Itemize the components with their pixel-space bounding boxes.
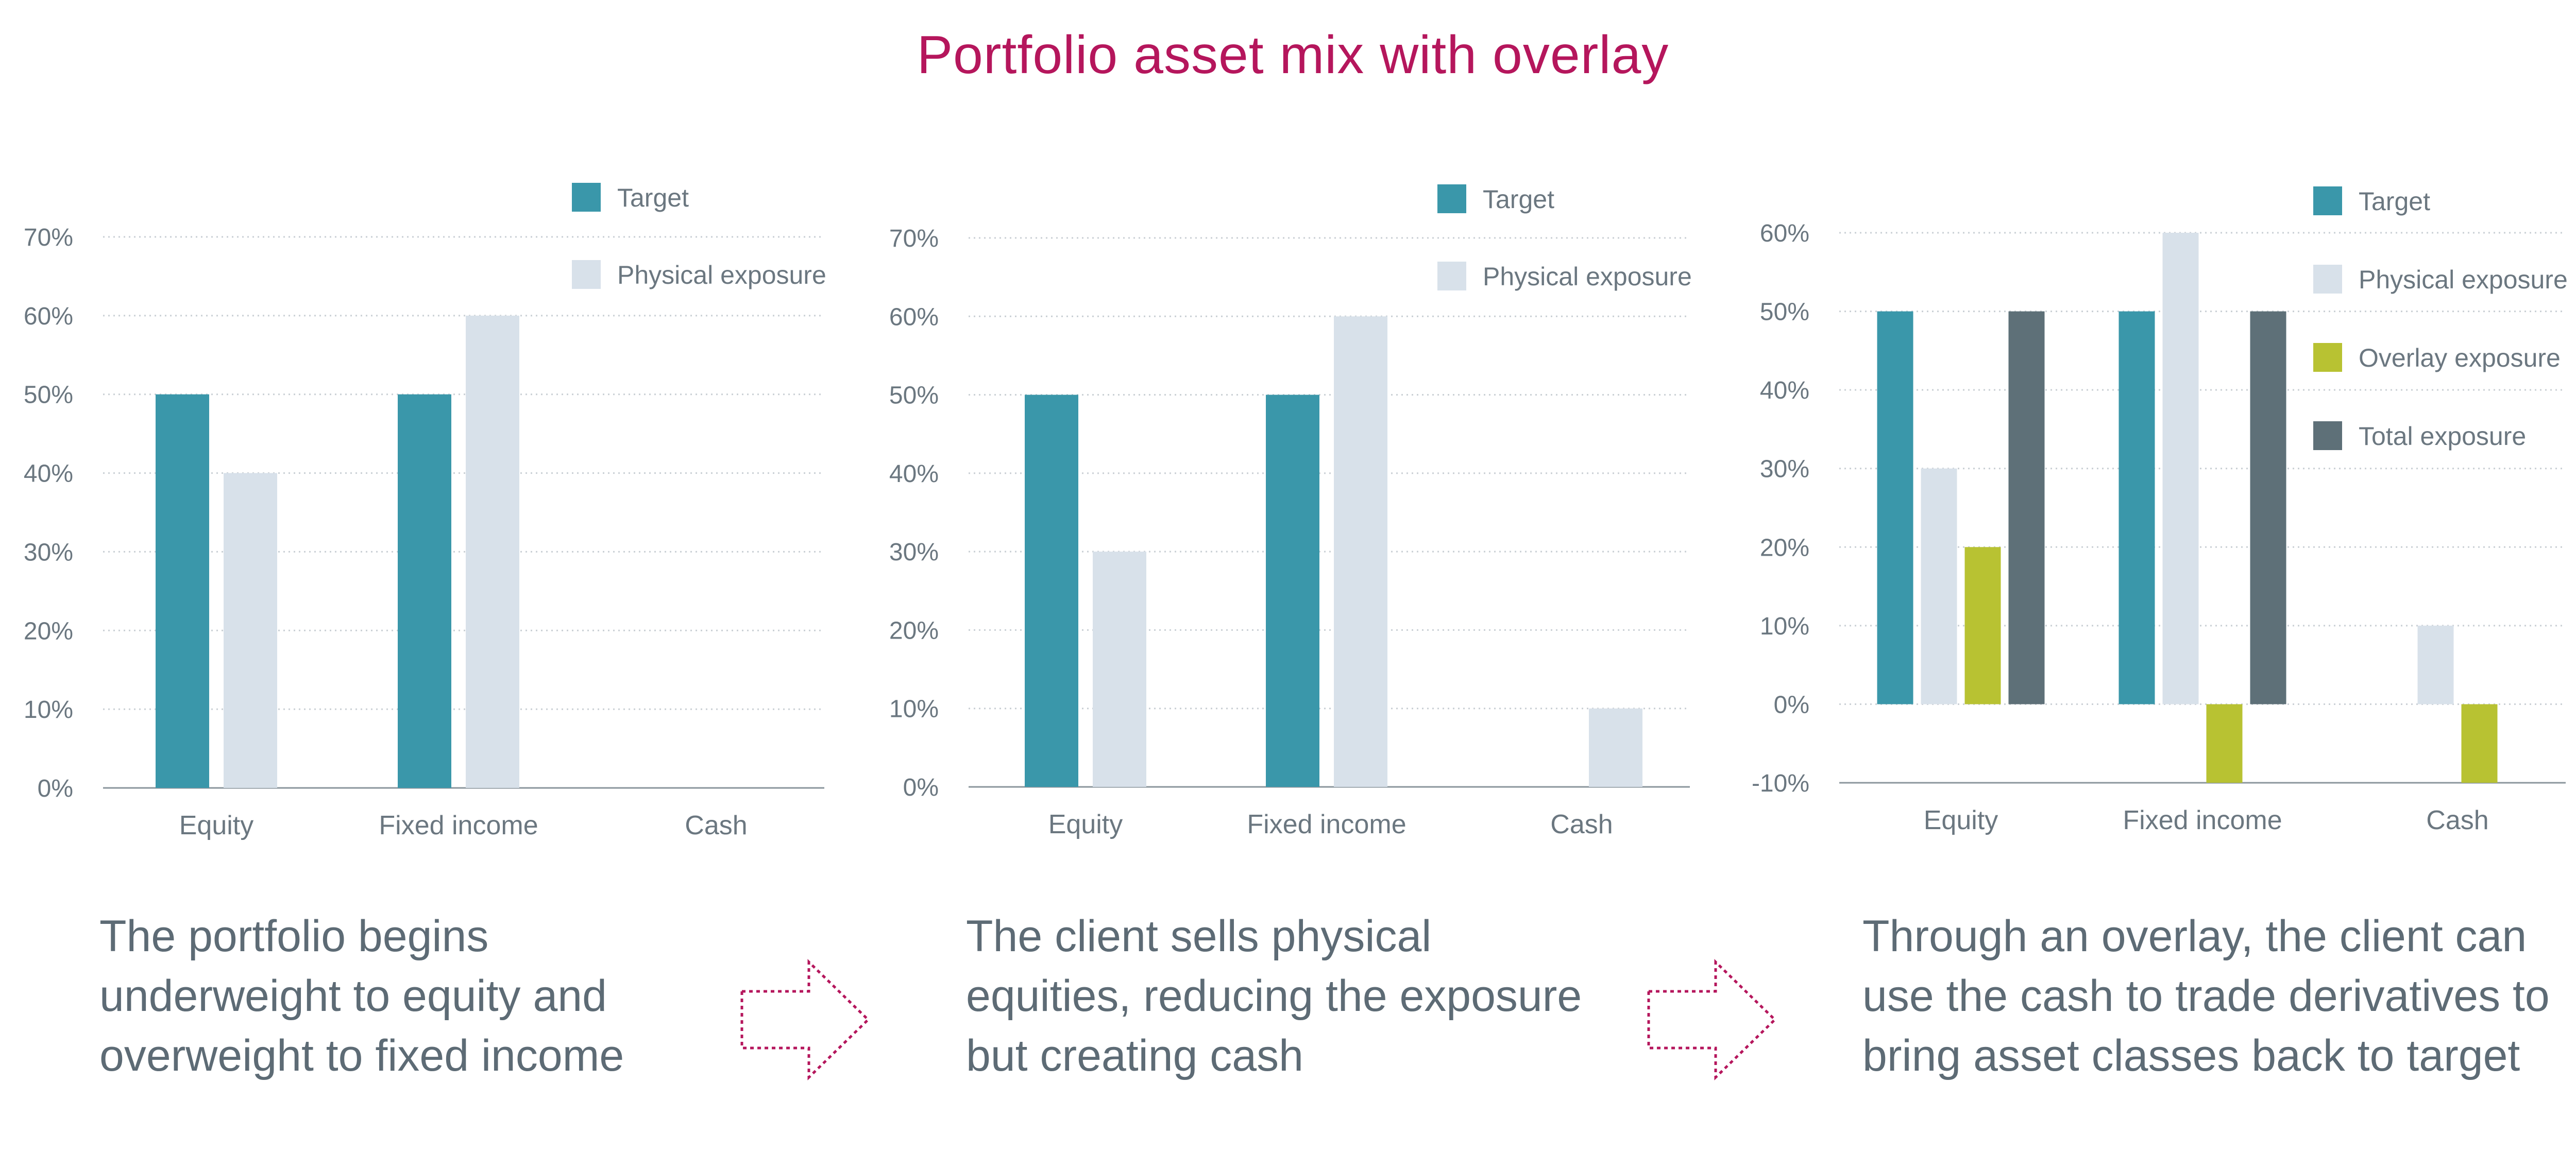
bar-physical-exposure-fixed-income bbox=[466, 315, 519, 788]
y-tick-label: 70% bbox=[889, 225, 939, 252]
x-category-label: Fixed income bbox=[1247, 810, 1406, 839]
y-tick-label: 0% bbox=[903, 774, 939, 801]
legend-swatch bbox=[1437, 262, 1466, 290]
y-tick-label: 50% bbox=[24, 382, 73, 409]
y-tick-label: 40% bbox=[889, 460, 939, 488]
bar-target-fixed-income bbox=[398, 394, 451, 788]
y-tick-label: 40% bbox=[24, 460, 73, 488]
chart-panel-2: 0% 10% 20% 30% 40% 50% 60% 70% Equity Fixed incom… bbox=[889, 184, 1692, 839]
bar-target-fixed-income bbox=[1266, 394, 1319, 787]
x-category-label: Equity bbox=[1048, 810, 1123, 839]
chart-panel-1: 0% 10% 20% 30% 40% 50% 60% 70% Equity Fixed incom… bbox=[24, 183, 826, 840]
y-tick-label: 70% bbox=[24, 224, 73, 251]
legend-swatch bbox=[572, 183, 601, 212]
bar-physical-exposure-fixed-income bbox=[1334, 316, 1387, 787]
legend-swatch bbox=[2313, 186, 2342, 215]
y-tick-label: 20% bbox=[1760, 534, 1809, 561]
arrow-right-icon bbox=[1647, 959, 1777, 1080]
caption-line: The portfolio begins bbox=[99, 912, 489, 961]
legend-label: Target bbox=[617, 183, 689, 212]
y-tick-label: 0% bbox=[1774, 691, 1809, 718]
legend-swatch bbox=[2313, 265, 2342, 294]
caption-line: The client sells physical bbox=[966, 912, 1432, 961]
bar-target-fixed-income bbox=[2119, 311, 2155, 705]
x-category-label: Equity bbox=[179, 811, 254, 840]
y-tick-label: -10% bbox=[1752, 770, 1809, 797]
legend-label: Physical exposure bbox=[1483, 262, 1692, 291]
y-tick-label: 10% bbox=[1760, 613, 1809, 640]
caption-step-2: The client sells physical equities, redu… bbox=[966, 906, 1636, 1086]
caption-line: use the cash to trade derivatives to bbox=[1862, 971, 2550, 1021]
bar-overlay-exposure-cash bbox=[2461, 704, 2498, 783]
bar-physical-exposure-equity bbox=[1921, 468, 1957, 705]
chart-panel-3: -10% 0% 10% 20% 30% 40% 50% 60% Equity Fixed inco… bbox=[1752, 186, 2568, 835]
y-tick-label: 10% bbox=[889, 696, 939, 723]
legend-swatch bbox=[2313, 343, 2342, 372]
legend-label: Physical exposure bbox=[2359, 265, 2568, 294]
caption-line: bring asset classes back to target bbox=[1862, 1031, 2520, 1080]
legend-label: Total exposure bbox=[2359, 422, 2526, 451]
y-tick-label: 10% bbox=[24, 696, 73, 724]
x-category-label: Equity bbox=[1924, 805, 1998, 835]
y-tick-label: 20% bbox=[889, 617, 939, 644]
bar-target-equity bbox=[156, 394, 209, 788]
y-tick-label: 30% bbox=[889, 539, 939, 566]
y-tick-label: 60% bbox=[1760, 220, 1809, 247]
legend-label: Physical exposure bbox=[617, 261, 826, 289]
bar-overlay-exposure-equity bbox=[1964, 547, 2001, 705]
y-tick-label: 60% bbox=[24, 303, 73, 330]
x-category-label: Cash bbox=[2426, 805, 2488, 835]
caption-line: overweight to fixed income bbox=[99, 1031, 624, 1080]
page-title: Portfolio asset mix with overlay bbox=[917, 25, 1669, 85]
y-tick-label: 0% bbox=[38, 775, 73, 802]
bar-total-exposure-equity bbox=[2008, 311, 2045, 705]
legend-label: Target bbox=[2359, 187, 2430, 216]
bar-physical-exposure-fixed-income bbox=[2162, 233, 2199, 705]
caption-line: but creating cash bbox=[966, 1031, 1303, 1080]
legend-swatch bbox=[2313, 421, 2342, 450]
x-category-label: Fixed income bbox=[379, 811, 538, 840]
legend-label: Overlay exposure bbox=[2359, 343, 2561, 372]
legend-swatch bbox=[572, 260, 601, 289]
bar-overlay-exposure-fixed-income bbox=[2206, 704, 2243, 783]
x-category-label: Fixed income bbox=[2123, 805, 2282, 835]
caption-line: underweight to equity and bbox=[99, 971, 607, 1021]
caption-step-1: The portfolio begins underweight to equi… bbox=[99, 906, 769, 1086]
bar-total-exposure-fixed-income bbox=[2250, 311, 2286, 705]
caption-step-3: Through an overlay, the client can use t… bbox=[1862, 906, 2550, 1086]
y-tick-label: 30% bbox=[1760, 456, 1809, 483]
y-tick-label: 50% bbox=[1760, 299, 1809, 326]
x-category-label: Cash bbox=[1550, 810, 1613, 839]
y-tick-label: 40% bbox=[1760, 377, 1809, 404]
bar-physical-exposure-cash bbox=[2417, 625, 2454, 705]
bar-physical-exposure-cash bbox=[1589, 708, 1642, 787]
y-tick-label: 30% bbox=[24, 539, 73, 566]
y-tick-label: 60% bbox=[889, 303, 939, 331]
x-category-label: Cash bbox=[685, 811, 747, 840]
bar-target-equity bbox=[1877, 311, 1913, 705]
legend-label: Target bbox=[1483, 185, 1554, 214]
bar-target-equity bbox=[1025, 394, 1078, 787]
y-tick-label: 50% bbox=[889, 382, 939, 409]
bar-physical-exposure-equity bbox=[224, 473, 277, 788]
y-tick-label: 20% bbox=[24, 617, 73, 645]
legend-swatch bbox=[1437, 184, 1466, 213]
caption-line: Through an overlay, the client can bbox=[1862, 912, 2527, 961]
bar-physical-exposure-equity bbox=[1093, 552, 1146, 787]
caption-line: equities, reducing the exposure bbox=[966, 971, 1582, 1021]
arrow-right-icon bbox=[740, 959, 870, 1080]
